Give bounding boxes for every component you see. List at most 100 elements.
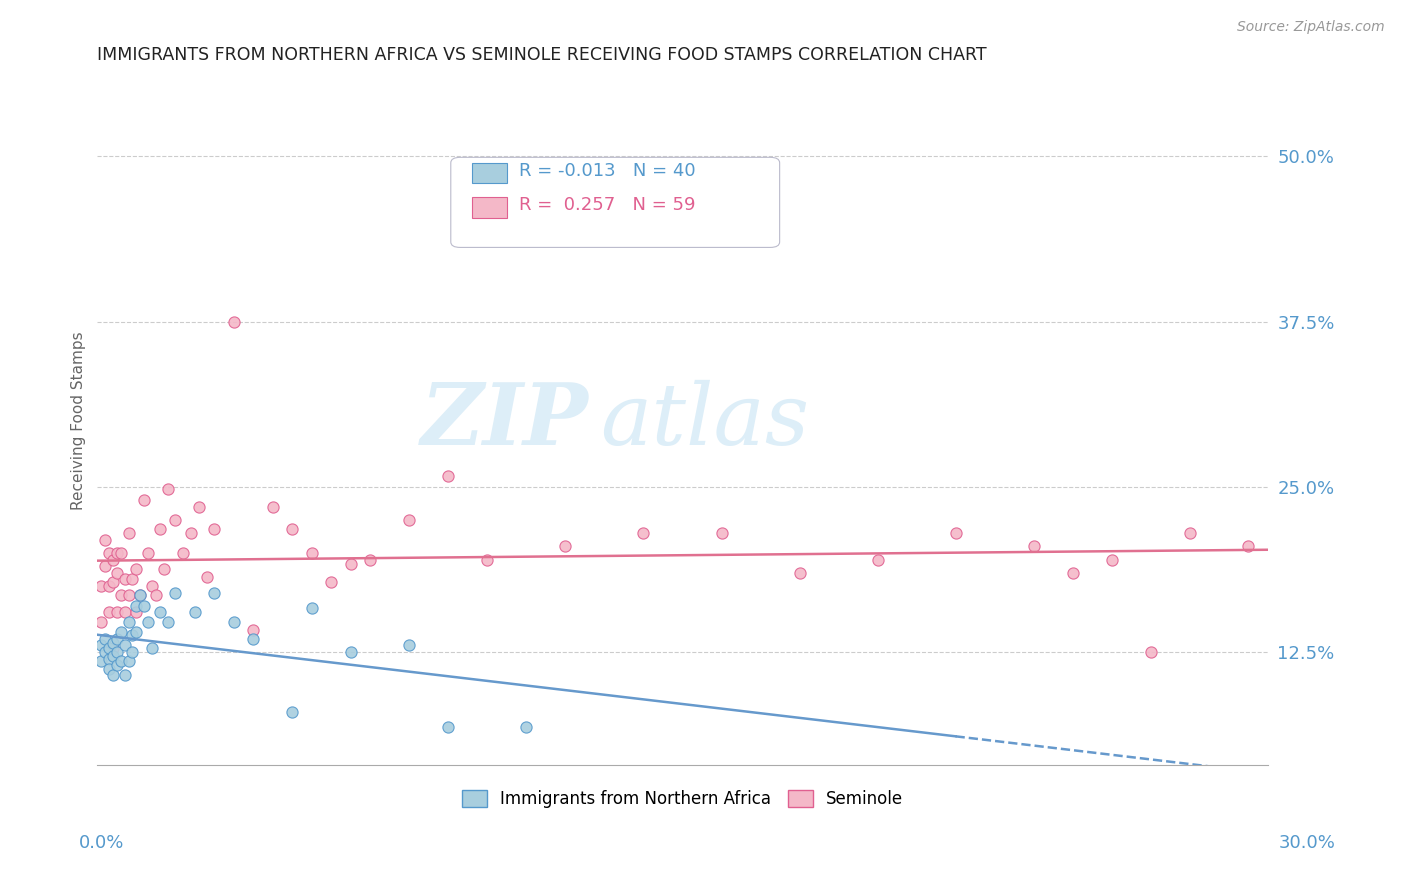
Point [98,579,121,593]
Point [633,526,655,541]
Legend: Immigrants from Northern Africa, Seminole: Immigrants from Northern Africa, Seminol… [456,783,910,814]
Point [90,579,112,593]
Point [398,639,420,653]
Point [94,645,117,659]
Point [165,513,187,527]
Point [101,667,124,681]
Point [202,585,225,599]
Point [1022,539,1045,553]
Point [101,574,124,589]
Point [98,662,121,676]
Point [121,645,143,659]
Point [114,639,136,653]
Point [710,526,733,541]
Point [129,588,152,602]
Point [105,658,128,673]
Point [110,588,132,602]
FancyBboxPatch shape [451,157,780,247]
Text: 30.0%: 30.0% [1279,834,1336,852]
Bar [472,163,508,184]
Point [1139,645,1161,659]
Point [125,562,148,576]
Point [136,546,159,560]
Point [301,601,323,615]
Point [1101,552,1123,566]
Point [262,500,284,514]
Point [105,546,128,560]
Point [187,500,209,514]
Point [94,533,117,547]
Point [202,522,225,536]
Point [117,615,139,629]
Point [114,667,136,681]
Text: R = -0.013   N = 40: R = -0.013 N = 40 [519,162,696,180]
Point [281,705,304,719]
Point [156,483,179,497]
Point [1062,566,1084,580]
Point [98,546,121,560]
Point [110,625,132,640]
Text: R =  0.257   N = 59: R = 0.257 N = 59 [519,196,695,214]
Point [101,649,124,664]
Point [121,628,143,642]
Point [149,522,172,536]
Point [121,573,143,587]
Point [301,546,323,560]
Point [321,574,343,589]
Bar [472,197,508,218]
Point [866,552,889,566]
Point [101,552,124,566]
Text: atlas: atlas [600,379,810,462]
Point [1237,539,1260,553]
Point [184,606,207,620]
Point [281,522,304,536]
Point [340,557,363,571]
Point [110,654,132,668]
Point [125,606,148,620]
Point [129,588,152,602]
Point [515,721,537,735]
Point [195,570,218,584]
Point [152,562,174,576]
Text: ZIP: ZIP [420,379,589,462]
Point [101,636,124,650]
Point [180,526,202,541]
Point [554,539,576,553]
Point [94,559,117,574]
Point [105,645,128,659]
Point [98,641,121,656]
Point [117,654,139,668]
Point [94,632,117,646]
Point [149,606,172,620]
Point [136,615,159,629]
Point [1178,526,1201,541]
Text: Source: ZipAtlas.com: Source: ZipAtlas.com [1237,20,1385,34]
Point [359,552,381,566]
Point [90,615,112,629]
Point [141,641,163,656]
Point [477,552,499,566]
Point [117,588,139,602]
Point [141,579,163,593]
Point [437,469,460,483]
Point [110,546,132,560]
Text: 0.0%: 0.0% [79,834,124,852]
Point [222,615,245,629]
Point [945,526,967,541]
Point [117,526,139,541]
Point [90,639,112,653]
Point [789,566,811,580]
Point [134,599,156,613]
Point [114,606,136,620]
Point [222,314,245,328]
Point [105,632,128,646]
Point [90,654,112,668]
Point [242,623,264,637]
Point [98,651,121,665]
Y-axis label: Receiving Food Stamps: Receiving Food Stamps [72,332,86,510]
Point [242,632,264,646]
Point [340,645,363,659]
Point [101,641,124,656]
Point [172,546,194,560]
Text: IMMIGRANTS FROM NORTHERN AFRICA VS SEMINOLE RECEIVING FOOD STAMPS CORRELATION CH: IMMIGRANTS FROM NORTHERN AFRICA VS SEMIN… [97,46,987,64]
